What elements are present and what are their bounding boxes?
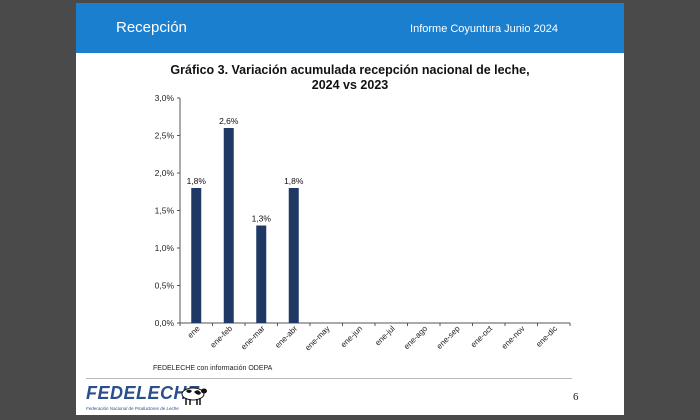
fedeleche-logo: FEDELECHE Federación Nacional de Product… [84, 382, 208, 412]
x-tick-label: ene-jul [373, 324, 397, 348]
x-tick-label: ene-abr [273, 324, 299, 350]
y-tick-label: 3,0% [155, 93, 175, 103]
footer-divider [86, 378, 572, 379]
bar-ene-mar [256, 225, 267, 323]
x-tick-label: ene-sep [435, 324, 462, 351]
y-tick-label: 1,0% [155, 243, 175, 253]
data-label: 2,6% [219, 116, 239, 126]
cow-icon [181, 387, 207, 405]
data-label: 1,8% [284, 176, 304, 186]
x-tick-label: ene-may [303, 324, 331, 352]
x-tick-label: ene-dic [534, 324, 559, 349]
x-tick-label: ene-nov [500, 324, 527, 351]
logo-subtitle: Federación Nacional de Productores de Le… [86, 406, 179, 411]
y-tick-label: 1,5% [155, 206, 175, 216]
bar-ene-feb [223, 128, 234, 323]
source-note: FEDELECHE con información ODEPA [153, 365, 273, 372]
report-title: Informe Coyuntura Junio 2024 [410, 23, 558, 35]
bar-ene [191, 188, 202, 323]
y-tick-label: 2,0% [155, 168, 175, 178]
x-tick-label: ene-feb [209, 324, 235, 350]
y-tick-label: 2,5% [155, 131, 175, 141]
y-tick-label: 0,0% [155, 318, 175, 328]
x-tick-label: ene-jun [339, 324, 364, 349]
bar-chart: 0,0%0,5%1,0%1,5%2,0%2,5%3,0%ene ene-feb en… [155, 93, 571, 352]
data-label: 1,3% [252, 214, 272, 224]
x-tick-label: ene-ago [402, 324, 430, 352]
page-number: 6 [573, 391, 579, 403]
data-label: 1,8% [187, 176, 207, 186]
slide: Recepción Informe Coyuntura Junio 2024 G… [76, 3, 624, 415]
bar-ene-abr [288, 188, 299, 323]
chart-title-line-1: Gráfico 3. Variación acumulada recepción… [170, 63, 530, 77]
chart-title: Gráfico 3. Variación acumulada recepción… [76, 63, 624, 93]
section-title: Recepción [116, 19, 187, 36]
y-tick-label: 0,5% [155, 281, 175, 291]
x-tick-label: ene [186, 324, 202, 340]
logo-wordmark: FEDELECHE [86, 383, 200, 403]
header-bar: Recepción Informe Coyuntura Junio 2024 [76, 3, 624, 53]
x-tick-label: ene-oct [469, 324, 495, 350]
x-tick-label: ene-mar [239, 324, 267, 352]
chart-title-line-2: 2024 vs 2023 [311, 78, 389, 92]
